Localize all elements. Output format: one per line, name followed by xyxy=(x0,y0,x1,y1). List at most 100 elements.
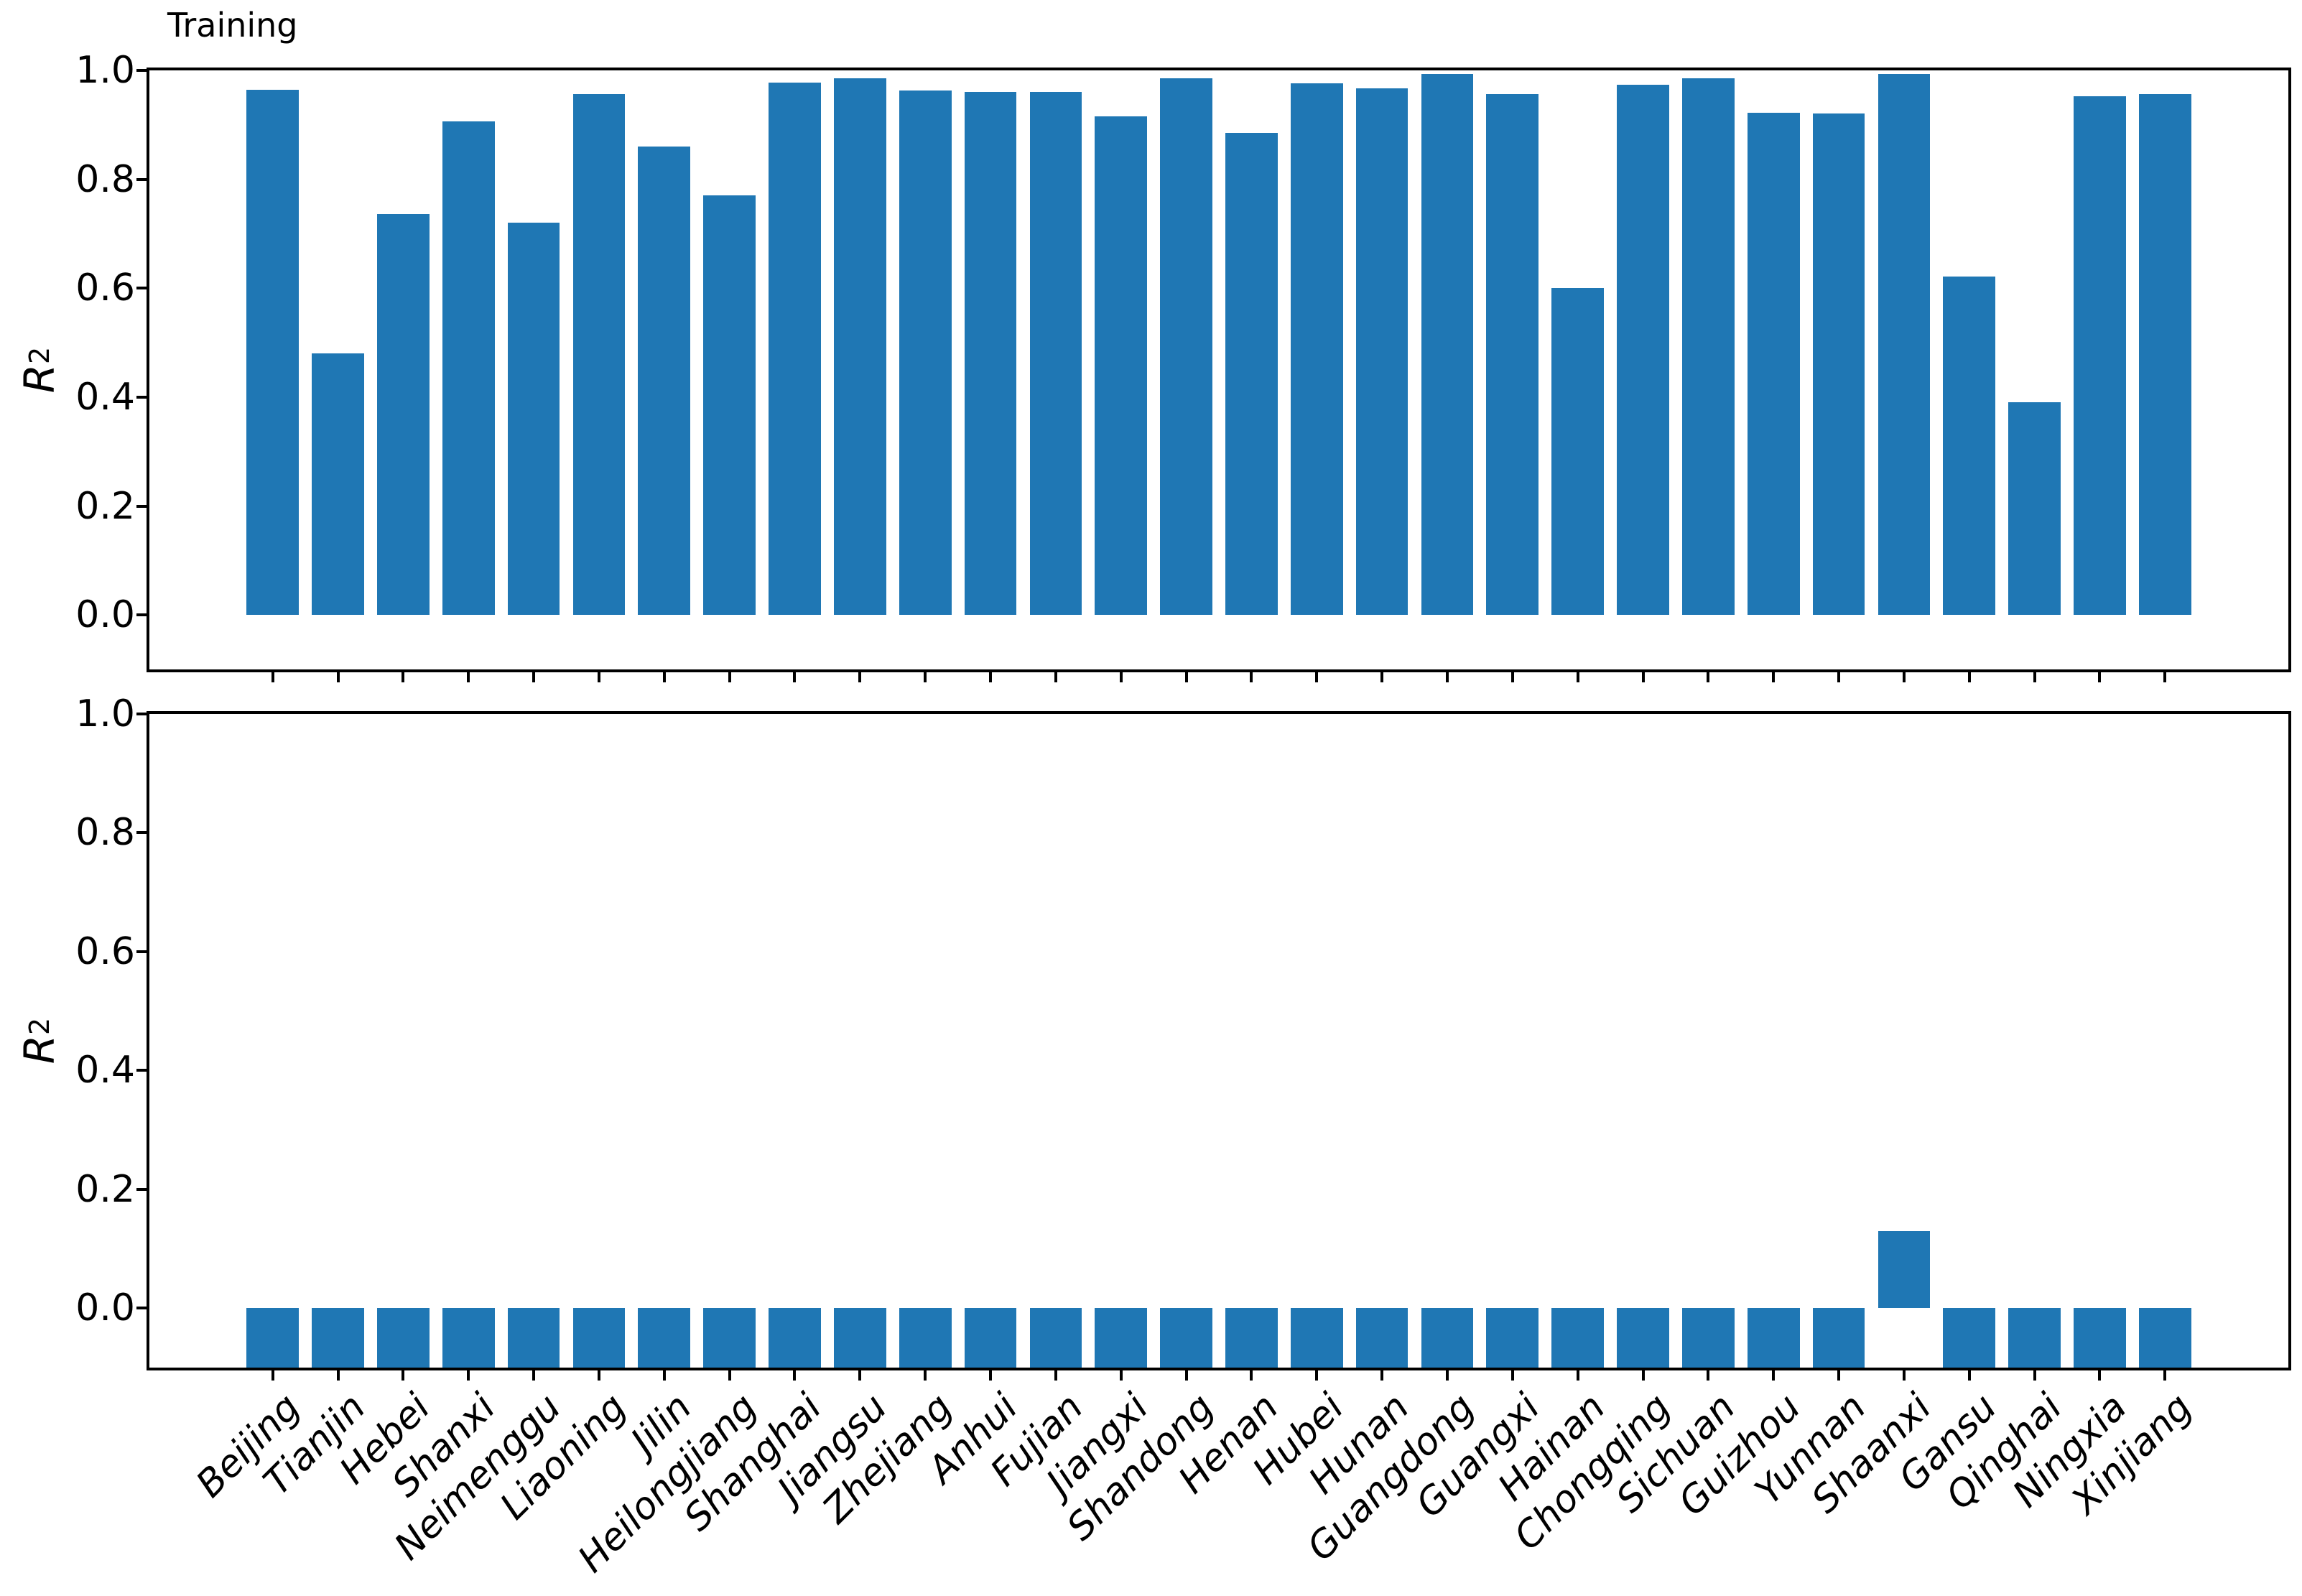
y-tick xyxy=(136,287,147,290)
bar-shanxi xyxy=(442,1308,495,1368)
x-tick xyxy=(336,672,340,682)
x-tick xyxy=(1837,672,1841,682)
bar-hebei xyxy=(377,1308,430,1368)
bar-liaoning xyxy=(572,93,626,616)
bar-anhui xyxy=(964,92,1017,616)
x-tick xyxy=(1772,672,1776,682)
bar-hainan xyxy=(1551,288,1604,616)
bar-beijing xyxy=(246,90,300,616)
bar-shanghai xyxy=(769,1308,821,1368)
x-tick xyxy=(1054,672,1057,682)
bar-ningxia xyxy=(2074,96,2126,616)
y-tick xyxy=(136,69,147,72)
bar-heilongjiang xyxy=(703,195,756,616)
x-tick xyxy=(1707,672,1710,682)
bar-chongqing xyxy=(1617,84,1669,616)
x-tick xyxy=(402,1370,405,1381)
x-tick xyxy=(2033,1370,2036,1381)
y-tick-label: 0.4 xyxy=(75,375,135,419)
training-plot-area xyxy=(147,68,2291,672)
x-tick xyxy=(467,672,470,682)
y-tick-label: 0.0 xyxy=(75,1286,135,1330)
x-tick xyxy=(2033,672,2036,682)
x-tick xyxy=(1641,1370,1645,1381)
y-tick xyxy=(136,1187,147,1191)
bar-beijing xyxy=(246,1308,300,1368)
bar-hubei xyxy=(1290,1308,1343,1368)
y-tick-label: 0.2 xyxy=(75,1167,135,1211)
bar-guizhou xyxy=(1747,113,1800,616)
bar-jiangxi xyxy=(1095,116,1148,616)
bar-shaanxi xyxy=(1878,1230,1931,1309)
x-tick xyxy=(1967,1370,1971,1381)
bar-gansu xyxy=(1943,1308,1996,1368)
x-tick xyxy=(989,672,993,682)
x-tick xyxy=(1119,672,1123,682)
y-tick xyxy=(136,831,147,835)
bar-hubei xyxy=(1290,83,1343,616)
x-tick xyxy=(1380,672,1384,682)
x-tick xyxy=(597,672,600,682)
bar-shandong xyxy=(1160,78,1212,616)
y-tick xyxy=(136,950,147,953)
bar-shandong xyxy=(1160,1308,1212,1368)
x-tick xyxy=(1250,1370,1253,1381)
x-tick xyxy=(532,672,536,682)
x-tick xyxy=(1576,672,1579,682)
y-tick-label: 0.2 xyxy=(75,484,135,528)
bar-liaoning xyxy=(572,1308,626,1368)
bar-fujian xyxy=(1029,92,1082,616)
bar-henan xyxy=(1225,1308,1278,1368)
bar-chongqing xyxy=(1617,1308,1669,1368)
bar-qinghai xyxy=(2008,1308,2061,1368)
bar-hainan xyxy=(1551,1308,1604,1368)
y-tick-label: 1.0 xyxy=(75,692,135,736)
x-tick xyxy=(924,1370,927,1381)
x-tick xyxy=(728,672,731,682)
x-tick xyxy=(271,1370,274,1381)
bar-guangxi xyxy=(1486,93,1539,616)
x-tick xyxy=(402,672,405,682)
bar-sichuan xyxy=(1682,1308,1735,1368)
x-tick xyxy=(1510,1370,1514,1381)
y-tick-label: 1.0 xyxy=(75,49,135,92)
x-tick xyxy=(1576,1370,1579,1381)
x-tick xyxy=(1445,672,1449,682)
x-tick xyxy=(662,672,666,682)
bar-anhui xyxy=(964,1308,1017,1368)
x-tick xyxy=(2163,672,2167,682)
x-tick xyxy=(1445,1370,1449,1381)
x-tick xyxy=(1380,1370,1384,1381)
bar-shaanxi xyxy=(1878,74,1931,616)
y-tick-label: 0.6 xyxy=(75,929,135,973)
x-tick xyxy=(728,1370,731,1381)
x-tick xyxy=(1641,672,1645,682)
y-tick xyxy=(136,504,147,508)
x-tick xyxy=(858,672,862,682)
bar-jiangxi xyxy=(1095,1308,1148,1368)
y-tick-label: 0.0 xyxy=(75,593,135,637)
x-tick xyxy=(662,1370,666,1381)
bar-jiangsu xyxy=(833,78,886,616)
testing-plot-area xyxy=(147,711,2291,1370)
x-tick xyxy=(1119,1370,1123,1381)
x-tick xyxy=(1772,1370,1776,1381)
x-tick xyxy=(793,672,797,682)
y-tick xyxy=(136,1307,147,1310)
bar-qinghai xyxy=(2008,402,2061,616)
bar-guangdong xyxy=(1421,74,1474,616)
x-tick xyxy=(1315,1370,1319,1381)
bar-tianjin xyxy=(312,1308,364,1368)
x-tick xyxy=(1250,672,1253,682)
y-tick xyxy=(136,713,147,715)
bar-xinjiang xyxy=(2138,1308,2191,1368)
bar-shanxi xyxy=(442,121,495,616)
y-tick xyxy=(136,395,147,399)
bar-guangdong xyxy=(1421,1308,1474,1368)
bar-fujian xyxy=(1029,1308,1082,1368)
x-tick xyxy=(467,1370,470,1381)
bar-heilongjiang xyxy=(703,1308,756,1368)
training-panel-title: Training xyxy=(167,6,298,45)
bar-yunnan xyxy=(1812,113,1865,616)
x-tick xyxy=(1707,1370,1710,1381)
